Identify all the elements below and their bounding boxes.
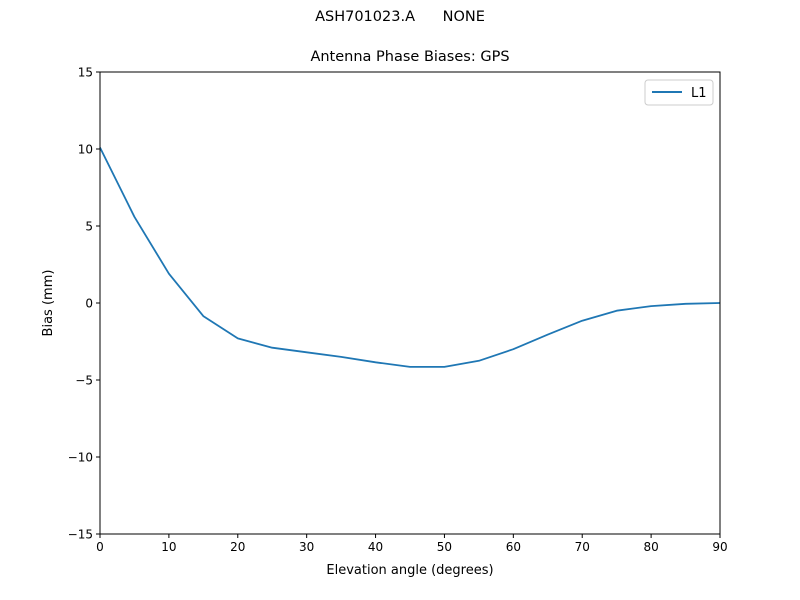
x-tick-label: 50	[437, 540, 452, 554]
y-axis-ticks: −15 −10 −5 0 5 10 15	[68, 66, 100, 542]
x-tick-label: 30	[299, 540, 314, 554]
y-axis-label: Bias (mm)	[41, 270, 56, 337]
x-tick-label: 40	[368, 540, 383, 554]
x-tick-label: 10	[161, 540, 176, 554]
x-tick-label: 70	[575, 540, 590, 554]
y-tick-label: −10	[68, 451, 93, 465]
legend: L1	[644, 79, 714, 106]
y-tick-label: 10	[78, 143, 93, 157]
x-tick-label: 20	[230, 540, 245, 554]
x-axis-ticks: 0 10 20 30 40 50 60 70 80 90	[96, 534, 728, 554]
x-tick-label: 90	[712, 540, 727, 554]
y-tick-label: −5	[75, 374, 93, 388]
x-axis-label: Elevation angle (degrees)	[326, 563, 493, 578]
x-tick-label: 80	[643, 540, 658, 554]
legend-label-l1: L1	[691, 86, 707, 101]
x-tick-label: 0	[96, 540, 104, 554]
figure-suptitle: ASH701023.A NONE	[315, 9, 485, 25]
y-tick-label: 0	[85, 297, 93, 311]
chart-title: Antenna Phase Biases: GPS	[310, 49, 510, 65]
y-tick-label: −15	[68, 528, 93, 542]
y-tick-label: 15	[78, 66, 93, 80]
series-line-l1	[99, 147, 721, 368]
plot-series	[99, 147, 721, 368]
x-tick-label: 60	[506, 540, 521, 554]
y-tick-label: 5	[85, 220, 93, 234]
